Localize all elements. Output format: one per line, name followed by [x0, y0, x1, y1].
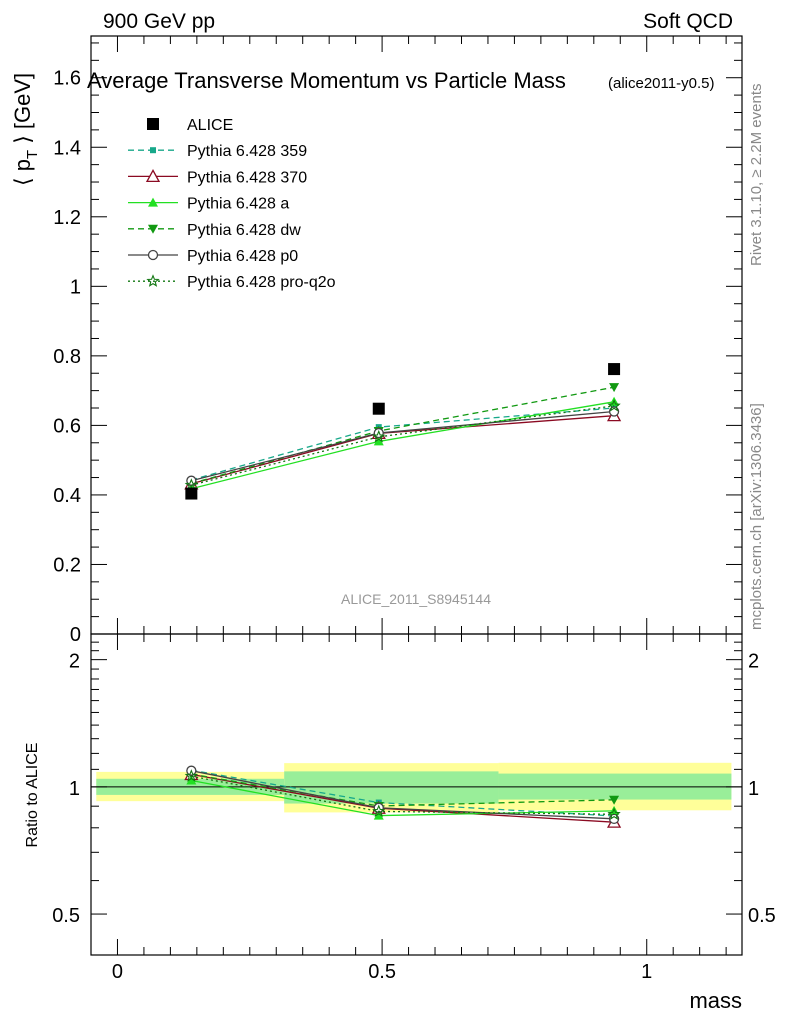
main-series-2-line	[191, 415, 615, 485]
y-tick-label-main: 0.4	[53, 485, 81, 507]
ratio-series-2-point-0	[186, 775, 197, 785]
main-y-axis-label: ⟨ pT ⟩ [GeV]	[10, 73, 41, 186]
main-series-6-point-2	[607, 398, 621, 412]
ratio-series-5-line	[191, 775, 615, 815]
legend-marker-3	[148, 197, 158, 207]
band-inner-1	[284, 771, 499, 804]
main-series	[184, 363, 622, 500]
ratio-frame	[90, 633, 743, 956]
main-series-5-line	[191, 410, 615, 482]
main-series-6-line	[191, 405, 615, 486]
y-label-tail: ⟩ [GeV]	[10, 73, 35, 150]
legend-label-2: Pythia 6.428 370	[187, 169, 307, 186]
x-tick-label: 1	[641, 961, 652, 983]
legend-marker-6	[146, 274, 160, 287]
y-label-main: ⟨ p	[10, 159, 35, 186]
legend-marker-1	[150, 147, 156, 154]
y-tick-label-main: 0.6	[53, 415, 81, 437]
plot-frames	[90, 35, 743, 956]
axis-tick-labels: 0 0.5 1 0 0.2 0.4 0.6 0.8 1 1.2 1.4 1.6 0.5 0.5 1 1 2 2	[52, 68, 776, 983]
axis-ticks	[90, 36, 742, 956]
main-series-0-point-0	[185, 487, 198, 500]
ratio-series-4-point-1	[373, 802, 384, 813]
analysis-watermark: ALICE_2011_S8945144	[341, 591, 491, 607]
y-tick-label-main: 1.4	[53, 137, 81, 159]
y-tick-label-main: 0	[70, 624, 81, 646]
ratio-series-3-point-2	[609, 795, 620, 805]
y-tick-label-ratio-right: 1	[748, 778, 759, 800]
header-right: Soft QCD	[643, 10, 733, 33]
y-tick-label-ratio-right: 0.5	[748, 905, 776, 927]
main-series-4-point-2	[609, 383, 620, 393]
legend-label-1: Pythia 6.428 359	[187, 143, 307, 160]
y-tick-label-main: 1	[70, 276, 81, 298]
legend-label-4: Pythia 6.428 dw	[187, 222, 301, 239]
legend-label-0: ALICE	[187, 117, 233, 134]
legend-marker-4	[148, 224, 158, 234]
x-tick-label: 0.5	[368, 961, 396, 983]
plot-title: Average Transverse Momentum vs Particle …	[87, 68, 566, 93]
y-tick-label-main: 0.8	[53, 346, 81, 368]
y-tick-label-ratio: 1	[69, 778, 80, 800]
ratio-y-axis-label: Ratio to ALICE	[24, 743, 41, 848]
x-axis-label: mass	[689, 988, 742, 1013]
x-tick-label: 0	[112, 961, 123, 983]
ratio-series	[184, 765, 622, 828]
y-label-sub: T	[24, 150, 41, 159]
legend-label-3: Pythia 6.428 a	[187, 196, 289, 213]
legend-marker-2	[145, 169, 161, 183]
ratio-series-5-point-2	[607, 807, 621, 820]
side-mcplots: mcplots.cern.ch [arXiv:1306.3436]	[748, 403, 765, 630]
legend-marker-5	[147, 249, 159, 261]
main-series-3-point-1	[373, 436, 384, 446]
main-series-6-point-1	[372, 429, 386, 443]
legend-label-6: Pythia 6.428 pro-q2o	[187, 274, 336, 291]
y-tick-label-main: 0.2	[53, 554, 81, 576]
y-tick-label-ratio-right: 2	[748, 651, 759, 673]
legend: ALICE Pythia 6.428 359 Pythia 6.428 370 Pyt…	[128, 117, 336, 291]
ratio-series-5-point-1	[372, 804, 386, 818]
svg-text:⟨ pT ⟩ [GeV]: ⟨ pT ⟩ [GeV]	[10, 73, 41, 186]
legend-label-5: Pythia 6.428 p0	[187, 248, 298, 265]
side-rivet: Rivet 3.1.10, ≥ 2.2M events	[748, 84, 765, 267]
y-tick-label-main: 1.2	[53, 207, 81, 229]
main-series-0-point-2	[608, 363, 621, 376]
ratio-series-5-point-0	[184, 769, 198, 782]
y-tick-label-ratio: 0.5	[52, 905, 80, 927]
ratio-series-2-point-1	[373, 810, 384, 820]
main-series-0-point-1	[372, 402, 385, 415]
legend-marker-0	[147, 118, 159, 130]
y-tick-label-ratio: 2	[69, 651, 80, 673]
plot-tag: (alice2011-y0.5)	[608, 75, 714, 92]
header-left: 900 GeV pp	[103, 10, 215, 33]
y-tick-label-main: 1.6	[53, 68, 81, 90]
